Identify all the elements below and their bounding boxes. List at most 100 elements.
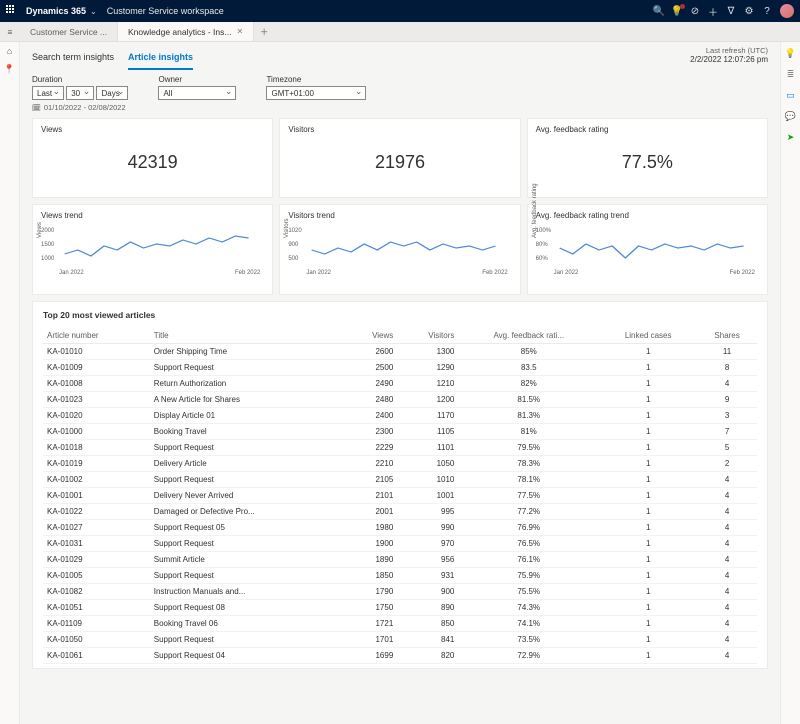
table-row[interactable]: KA-01000Booking Travel2300110581%17	[43, 424, 757, 440]
panel-icon[interactable]: ▭	[786, 90, 795, 101]
help-icon[interactable]: ?	[758, 6, 776, 17]
chat-icon[interactable]: 💬	[785, 111, 796, 122]
session-tab[interactable]: Customer Service ...	[20, 22, 118, 41]
owner-select[interactable]: All	[158, 86, 236, 100]
last-refresh: Last refresh (UTC) 2/2/2022 12:07:26 pm	[690, 46, 768, 64]
table-cell: KA-01008	[43, 376, 150, 392]
table-row[interactable]: KA-01022Damaged or Defective Pro...20019…	[43, 504, 757, 520]
table-cell: Support Request	[150, 632, 345, 648]
table-cell: 2500	[345, 360, 397, 376]
table-cell: 1	[599, 568, 697, 584]
table-row[interactable]: KA-01109Booking Travel 06172185074.1%14	[43, 616, 757, 632]
table-cell: 1790	[345, 584, 397, 600]
table-row[interactable]: KA-01009Support Request2500129083.518	[43, 360, 757, 376]
views-trend-card: Views trend Views 200015001000 Jan 2022F…	[32, 204, 273, 295]
session-tab[interactable]: Knowledge analytics - Ins... ✕	[118, 22, 254, 41]
table-row[interactable]: KA-01020Display Article 012400117081.3%1…	[43, 408, 757, 424]
add-icon[interactable]: ＋	[704, 4, 722, 19]
table-cell: 1200	[397, 392, 458, 408]
pin-icon[interactable]: 📍	[4, 64, 15, 75]
table-cell: 77.2%	[458, 504, 599, 520]
column-header[interactable]: Views	[345, 328, 397, 344]
table-cell: 2300	[345, 424, 397, 440]
report-subtab[interactable]: Search term insights	[32, 48, 114, 70]
table-cell: KA-01029	[43, 552, 150, 568]
table-cell: Display Article 01	[150, 408, 345, 424]
table-row[interactable]: KA-01008Return Authorization2490121082%1…	[43, 376, 757, 392]
table-row[interactable]: KA-01005Support Request185093175.9%14	[43, 568, 757, 584]
table-row[interactable]: KA-01001Delivery Never Arrived2101100177…	[43, 488, 757, 504]
table-row[interactable]: KA-01023A New Article for Shares24801200…	[43, 392, 757, 408]
table-cell: Booking Travel	[150, 424, 345, 440]
table-cell: 4	[697, 472, 757, 488]
list-icon[interactable]: ≣	[787, 69, 795, 80]
table-cell: KA-01009	[43, 360, 150, 376]
table-cell: 81.3%	[458, 408, 599, 424]
app-launcher-icon[interactable]	[6, 5, 18, 17]
filter-icon[interactable]: ∇	[722, 6, 740, 17]
new-tab-button[interactable]: ＋	[254, 22, 274, 41]
table-row[interactable]: KA-01051Support Request 08175089074.3%14	[43, 600, 757, 616]
table-cell: 1900	[345, 536, 397, 552]
table-row[interactable]: KA-01018Support Request2229110179.5%15	[43, 440, 757, 456]
table-cell: 1	[599, 536, 697, 552]
tab-label: Knowledge analytics - Ins...	[128, 27, 231, 37]
clock-icon[interactable]: ⊘	[686, 6, 704, 17]
avatar[interactable]	[780, 4, 794, 18]
visitors-trend-card: Visitors trend Visitors 1020900500 Jan 2…	[279, 204, 520, 295]
table-cell: 1721	[345, 616, 397, 632]
lightbulb-icon[interactable]: 💡	[668, 6, 686, 17]
table-row[interactable]: KA-01050Support Request170184173.5%14	[43, 632, 757, 648]
brand-chevron-icon[interactable]: ⌄	[90, 7, 97, 16]
table-cell: 75.5%	[458, 584, 599, 600]
table-cell: 1	[599, 376, 697, 392]
duration-value-select[interactable]: 30	[66, 86, 94, 100]
table-row[interactable]: KA-01031Support Request190097076.5%14	[43, 536, 757, 552]
table-row[interactable]: KA-01061Support Request 04169982072.9%14	[43, 648, 757, 664]
table-row[interactable]: KA-01019Delivery Article2210105078.3%12	[43, 456, 757, 472]
report-subtab[interactable]: Article insights	[128, 48, 193, 70]
close-icon[interactable]: ✕	[236, 27, 243, 36]
duration-mode-select[interactable]: Last	[32, 86, 64, 100]
table-row[interactable]: KA-01010Order Shipping Time2600130085%11…	[43, 344, 757, 360]
table-row[interactable]: KA-01082Instruction Manuals and...179090…	[43, 584, 757, 600]
table-cell: 2490	[345, 376, 397, 392]
table-row[interactable]: KA-01002Support Request2105101078.1%14	[43, 472, 757, 488]
table-cell: Delivery Never Arrived	[150, 488, 345, 504]
column-header[interactable]: Shares	[697, 328, 757, 344]
table-row[interactable]: KA-01029Summit Article189095676.1%14	[43, 552, 757, 568]
table-cell: 841	[397, 632, 458, 648]
share-icon[interactable]: ➤	[787, 132, 795, 143]
column-header[interactable]: Linked cases	[599, 328, 697, 344]
search-icon[interactable]: 🔍	[650, 6, 668, 17]
table-cell: 4	[697, 632, 757, 648]
table-row[interactable]: KA-01027Support Request 05198099076.9%14	[43, 520, 757, 536]
column-header[interactable]: Article number	[43, 328, 150, 344]
column-header[interactable]: Title	[150, 328, 345, 344]
table-cell: KA-01001	[43, 488, 150, 504]
timezone-select[interactable]: GMT+01:00	[266, 86, 366, 100]
duration-unit-select[interactable]: Days	[96, 86, 128, 100]
column-header[interactable]: Avg. feedback rati...	[458, 328, 599, 344]
idea-icon[interactable]: 💡	[785, 48, 796, 59]
timezone-label: Timezone	[266, 75, 366, 84]
feedback-trend-card: Avg. feedback rating trend Avg. feedback…	[527, 204, 768, 295]
table-cell: 78.3%	[458, 456, 599, 472]
table-cell: Delivery Article	[150, 456, 345, 472]
table-cell: 1	[599, 520, 697, 536]
views-trend-title: Views trend	[41, 211, 264, 220]
hamburger-icon[interactable]: ≡	[0, 22, 20, 41]
gear-icon[interactable]: ⚙	[740, 6, 758, 17]
table-cell: 4	[697, 552, 757, 568]
table-cell: 1	[599, 408, 697, 424]
column-header[interactable]: Visitors	[397, 328, 458, 344]
table-cell: 82%	[458, 376, 599, 392]
table-cell: 1101	[397, 440, 458, 456]
home-icon[interactable]: ⌂	[7, 46, 12, 56]
table-cell: 970	[397, 536, 458, 552]
session-tabstrip: ≡ Customer Service ...Knowledge analytic…	[0, 22, 800, 42]
table-cell: 76.1%	[458, 552, 599, 568]
visitors-card-title: Visitors	[288, 125, 511, 134]
table-cell: 74.3%	[458, 600, 599, 616]
visitors-metric-value: 21976	[288, 138, 511, 191]
